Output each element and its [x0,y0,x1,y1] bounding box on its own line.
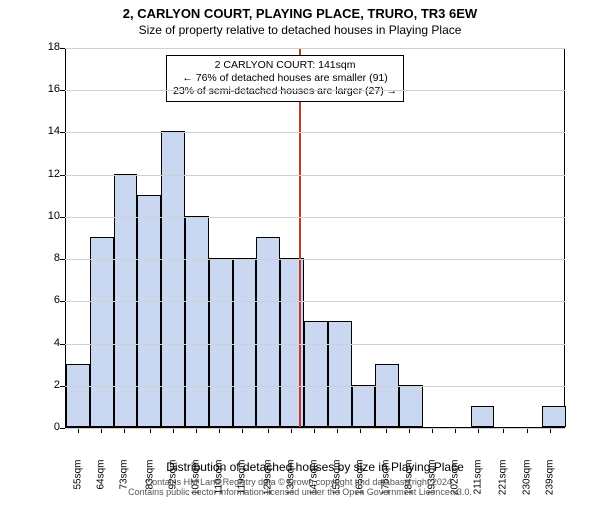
y-tick-label: 12 [30,168,60,180]
histogram-bar [352,385,376,427]
y-tick-label: 10 [30,210,60,222]
histogram-bar [161,131,185,427]
footer: Contains HM Land Registry data © Crown c… [0,478,600,498]
plot-area: 2 CARLYON COURT: 141sqm← 76% of detached… [65,48,565,428]
gridline [65,428,565,429]
gridline [65,344,565,345]
histogram-bar [542,406,566,427]
gridline [65,217,565,218]
histogram-bar [399,385,423,427]
gridline [65,132,565,133]
gridline [65,259,565,260]
chart-title: 2, CARLYON COURT, PLAYING PLACE, TRURO, … [0,0,600,21]
y-tick-label: 14 [30,125,60,137]
histogram-bar [471,406,495,427]
footer-line1: Contains HM Land Registry data © Crown c… [146,477,455,487]
annot-line1: 2 CARLYON COURT: 141sqm [215,59,356,71]
y-tick-label: 8 [30,252,60,264]
y-tick-label: 18 [30,41,60,53]
annot-line3: 23% of semi-detached houses are larger (… [173,85,397,97]
histogram-bar [256,237,280,427]
gridline [65,301,565,302]
histogram-bar [90,237,114,427]
footer-line2: Contains public sector information licen… [128,487,472,497]
gridline [65,175,565,176]
y-tick-label: 0 [30,421,60,433]
y-tick-label: 4 [30,337,60,349]
histogram-bar [375,364,399,427]
gridline [65,386,565,387]
y-tick-label: 6 [30,294,60,306]
gridline [65,90,565,91]
y-tick-label: 2 [30,379,60,391]
annot-line2: ← 76% of detached houses are smaller (91… [182,72,387,84]
chart-subtitle: Size of property relative to detached ho… [0,21,600,41]
y-tick-label: 16 [30,83,60,95]
histogram-bar [328,321,352,427]
histogram-bar [66,364,90,427]
histogram-bar [137,195,161,427]
histogram-bar [185,216,209,427]
annotation-box: 2 CARLYON COURT: 141sqm← 76% of detached… [166,55,404,102]
histogram-bar [304,321,328,427]
reference-line [299,49,301,427]
histogram-bar [114,174,138,427]
gridline [65,48,565,49]
